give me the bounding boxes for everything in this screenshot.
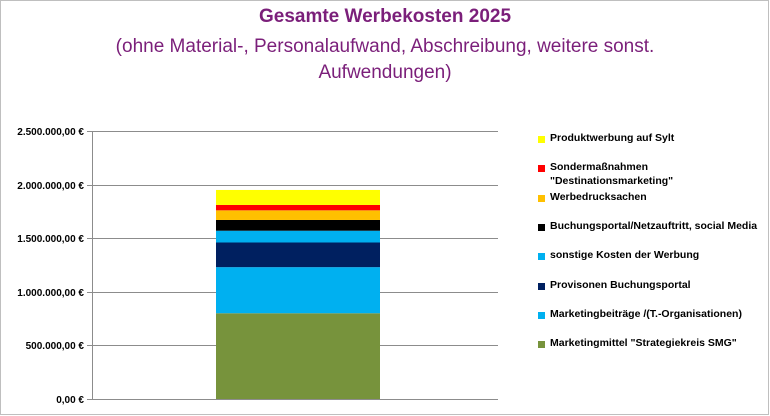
legend-label: Marketingbeiträge /(T.-Organisationen) (550, 307, 742, 320)
legend-swatch (538, 136, 545, 143)
y-tick-label: 0,00 € (56, 395, 84, 406)
y-tick-label: 500.000,00 € (26, 341, 85, 352)
legend-label: sonstige Kosten der Werbung (550, 249, 700, 262)
legend-label: Buchungsportal/Netzauftritt, social Medi… (550, 219, 758, 232)
legend-label: Werbedrucksachen (550, 190, 647, 203)
legend-swatch (538, 165, 545, 173)
bar-segment-5 (216, 219, 380, 231)
chart-subtitle: (ohne Material-, Personalaufwand, Abschr… (115, 36, 655, 83)
bar-segment-2 (216, 267, 380, 314)
bar-segment-3 (216, 242, 380, 268)
y-tick-label: 2.500.000,00 € (17, 127, 84, 138)
legend: Produktwerbung auf Sylt Sondermaßnahmen "… (538, 126, 768, 406)
y-tick-label: 1.500.000,00 € (17, 234, 84, 245)
legend-swatch (538, 341, 545, 349)
bar-segment-8 (216, 189, 380, 205)
legend-swatch (538, 253, 545, 261)
legend-swatch (538, 223, 545, 231)
legend-label: Marketingmittel "Strategiekreis SMG" (550, 337, 737, 350)
legend-label: Sondermaßnahmen "Destinationsmarketing" (550, 161, 674, 188)
bar-segment-1 (216, 313, 380, 399)
y-tick-label: 2.000.000,00 € (17, 181, 84, 192)
legend-swatch (538, 282, 545, 290)
bar-segment-6 (216, 210, 380, 220)
y-tick-label: 1.000.000,00 € (17, 288, 84, 299)
bar-segment-4 (216, 230, 380, 243)
legend-label: Provisonen Buchungsportal (550, 278, 691, 291)
legend-label: Produktwerbung auf Sylt (550, 132, 675, 144)
chart-title: Gesamte Werbekosten 2025 (258, 6, 512, 27)
legend-swatch (538, 311, 545, 319)
bar-segment-7 (216, 204, 380, 211)
legend-swatch (538, 194, 545, 202)
